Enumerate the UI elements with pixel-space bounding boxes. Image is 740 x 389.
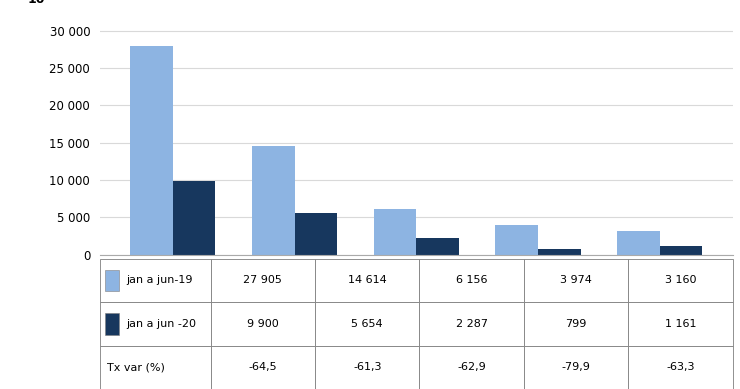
FancyBboxPatch shape xyxy=(524,345,628,389)
Text: 1 161: 1 161 xyxy=(665,319,696,329)
FancyBboxPatch shape xyxy=(420,345,524,389)
Text: 5 654: 5 654 xyxy=(352,319,383,329)
Bar xyxy=(495,225,538,255)
Bar xyxy=(173,181,215,255)
Text: 3 160: 3 160 xyxy=(665,275,696,286)
Text: -61,3: -61,3 xyxy=(353,362,381,372)
Bar xyxy=(374,209,417,255)
Text: -79,9: -79,9 xyxy=(562,362,591,372)
Text: Tx var (%): Tx var (%) xyxy=(107,362,165,372)
FancyBboxPatch shape xyxy=(105,270,119,291)
FancyBboxPatch shape xyxy=(628,302,733,345)
Text: 2 287: 2 287 xyxy=(456,319,488,329)
Text: -64,5: -64,5 xyxy=(249,362,278,372)
Text: jan a jun -20: jan a jun -20 xyxy=(127,319,197,329)
FancyBboxPatch shape xyxy=(315,345,420,389)
Bar xyxy=(538,249,580,255)
Bar xyxy=(130,46,173,255)
Bar xyxy=(417,238,459,255)
FancyBboxPatch shape xyxy=(211,302,315,345)
FancyBboxPatch shape xyxy=(105,313,119,335)
FancyBboxPatch shape xyxy=(211,345,315,389)
FancyBboxPatch shape xyxy=(315,302,420,345)
Text: 9 900: 9 900 xyxy=(247,319,279,329)
FancyBboxPatch shape xyxy=(628,259,733,302)
Bar xyxy=(659,246,702,255)
Text: -63,3: -63,3 xyxy=(666,362,695,372)
Text: 14 614: 14 614 xyxy=(348,275,386,286)
FancyBboxPatch shape xyxy=(100,302,211,345)
Bar xyxy=(295,212,337,255)
Bar xyxy=(252,146,295,255)
FancyBboxPatch shape xyxy=(524,259,628,302)
FancyBboxPatch shape xyxy=(100,345,211,389)
Bar xyxy=(617,231,659,255)
Text: -62,9: -62,9 xyxy=(457,362,486,372)
FancyBboxPatch shape xyxy=(211,259,315,302)
Text: 799: 799 xyxy=(565,319,587,329)
Text: 6 156: 6 156 xyxy=(456,275,488,286)
FancyBboxPatch shape xyxy=(315,259,420,302)
FancyBboxPatch shape xyxy=(100,259,211,302)
FancyBboxPatch shape xyxy=(524,302,628,345)
Text: 27 905: 27 905 xyxy=(243,275,282,286)
Text: 10³: 10³ xyxy=(27,0,50,6)
FancyBboxPatch shape xyxy=(420,302,524,345)
Text: jan a jun-19: jan a jun-19 xyxy=(127,275,193,286)
Text: 3 974: 3 974 xyxy=(560,275,592,286)
FancyBboxPatch shape xyxy=(420,259,524,302)
FancyBboxPatch shape xyxy=(628,345,733,389)
